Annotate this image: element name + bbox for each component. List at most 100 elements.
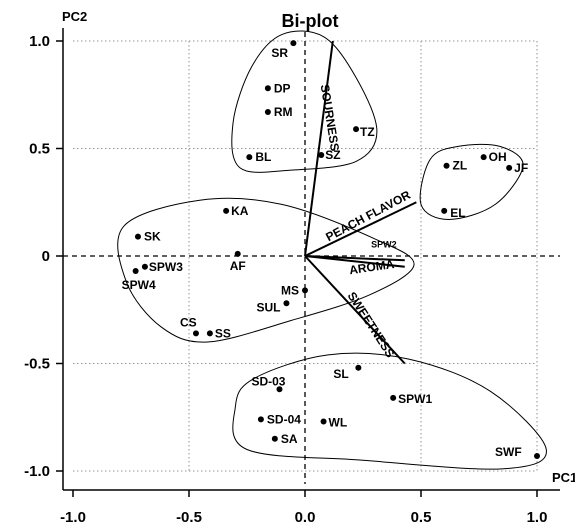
axes bbox=[56, 28, 560, 497]
point-sl: SL bbox=[333, 364, 362, 381]
point-marker bbox=[302, 287, 308, 294]
vector-line bbox=[304, 40, 334, 257]
point-label: KA bbox=[231, 204, 249, 218]
vector-line bbox=[304, 255, 405, 268]
point-marker bbox=[134, 233, 141, 240]
y-axis-label: PC2 bbox=[62, 9, 87, 24]
point-label: MS bbox=[281, 283, 299, 297]
point-sk: SK bbox=[134, 230, 161, 244]
group-right-outline bbox=[419, 143, 524, 220]
point-label: SUL bbox=[256, 300, 280, 314]
point-af: AF bbox=[230, 250, 246, 273]
point-marker bbox=[353, 126, 360, 133]
point-label: SA bbox=[281, 432, 298, 446]
point-label: CS bbox=[180, 315, 197, 329]
point-ms: MS bbox=[281, 283, 308, 297]
chart-title: Bi-plot bbox=[282, 11, 339, 31]
point-label: SPW1 bbox=[398, 392, 432, 406]
point-el: EL bbox=[441, 206, 466, 220]
y-tick-label: -0.5 bbox=[24, 356, 50, 373]
point-spw1: SPW1 bbox=[390, 392, 432, 406]
point-label: RM bbox=[274, 105, 293, 119]
point-label: SD-04 bbox=[267, 412, 301, 426]
point-label: SZ bbox=[325, 148, 340, 162]
point-dp: DP bbox=[264, 81, 291, 95]
point-marker bbox=[320, 418, 327, 425]
group-bottom-outline bbox=[232, 352, 547, 470]
point-sr: SR bbox=[271, 40, 297, 60]
point-wl: WL bbox=[320, 416, 347, 430]
point-marker bbox=[355, 364, 362, 371]
point-marker bbox=[506, 164, 513, 171]
point-sa: SA bbox=[271, 432, 298, 446]
point-label: BL bbox=[255, 150, 271, 164]
vector-label: SWEETNESS bbox=[345, 289, 398, 360]
point-spw3: SPW3 bbox=[141, 260, 183, 274]
point-marker bbox=[441, 207, 448, 214]
point-marker bbox=[276, 386, 283, 393]
point-marker bbox=[234, 250, 241, 257]
vector-peach-flavor bbox=[304, 201, 417, 257]
point-label: AF bbox=[230, 259, 246, 273]
point-swf: SWF bbox=[495, 445, 540, 459]
y-tick-label: 0.5 bbox=[29, 141, 50, 158]
group-top-outline bbox=[231, 30, 378, 173]
point-spw4: SPW4 bbox=[122, 268, 156, 292]
vector-line bbox=[304, 255, 406, 365]
point-rm: RM bbox=[264, 105, 293, 119]
x-tick-label: 0.5 bbox=[411, 509, 432, 526]
point-sul: SUL bbox=[256, 300, 290, 314]
point-marker bbox=[141, 263, 148, 270]
group-middle-outline bbox=[117, 197, 415, 343]
vector-label: SOURNESS bbox=[318, 83, 342, 152]
point-label: ZL bbox=[453, 159, 468, 173]
vector-sweetness bbox=[304, 255, 406, 365]
point-cs: CS bbox=[180, 315, 199, 337]
point-label: SL bbox=[333, 367, 348, 381]
point-label: SWF bbox=[495, 445, 522, 459]
point-label: SPW3 bbox=[149, 260, 183, 274]
point-marker bbox=[271, 435, 278, 442]
point-marker bbox=[390, 394, 397, 401]
point-label: SR bbox=[271, 46, 288, 60]
zero-lines bbox=[63, 32, 560, 484]
point-label: SPW4 bbox=[122, 278, 156, 292]
vector-aroma bbox=[304, 255, 405, 268]
x-tick-label: 0.0 bbox=[295, 509, 316, 526]
point-marker bbox=[443, 162, 450, 169]
vector-label: SPW2 bbox=[371, 239, 397, 249]
vector-line bbox=[304, 201, 417, 257]
y-tick-label: -1.0 bbox=[24, 463, 50, 480]
point-marker bbox=[534, 452, 540, 459]
vector-spw2 bbox=[304, 255, 405, 262]
point-ka: KA bbox=[223, 204, 249, 218]
point-tz: TZ bbox=[353, 125, 375, 139]
point-marker bbox=[283, 300, 290, 307]
point-label: JF bbox=[514, 161, 528, 175]
point-marker bbox=[246, 154, 253, 161]
point-marker bbox=[264, 85, 271, 92]
vector-sourness bbox=[304, 40, 334, 257]
point-marker bbox=[206, 330, 213, 337]
point-label: SD-03 bbox=[251, 374, 285, 388]
point-label: TZ bbox=[360, 125, 375, 139]
point-jf: JF bbox=[506, 161, 528, 175]
point-sz: SZ bbox=[318, 148, 341, 162]
point-oh: OH bbox=[480, 150, 507, 164]
x-tick-label: -0.5 bbox=[176, 509, 202, 526]
point-label: OH bbox=[489, 150, 507, 164]
y-tick-label: 1.0 bbox=[29, 33, 50, 50]
x-tick-label: 1.0 bbox=[527, 509, 548, 526]
point-marker bbox=[318, 151, 325, 158]
group-outlines bbox=[117, 30, 547, 470]
x-tick-label: -1.0 bbox=[60, 509, 86, 526]
point-marker bbox=[132, 268, 139, 275]
point-label: SS bbox=[215, 326, 231, 340]
point-marker bbox=[192, 330, 199, 337]
point-ss: SS bbox=[206, 326, 231, 340]
point-label: SK bbox=[144, 230, 161, 244]
point-marker bbox=[223, 207, 230, 214]
